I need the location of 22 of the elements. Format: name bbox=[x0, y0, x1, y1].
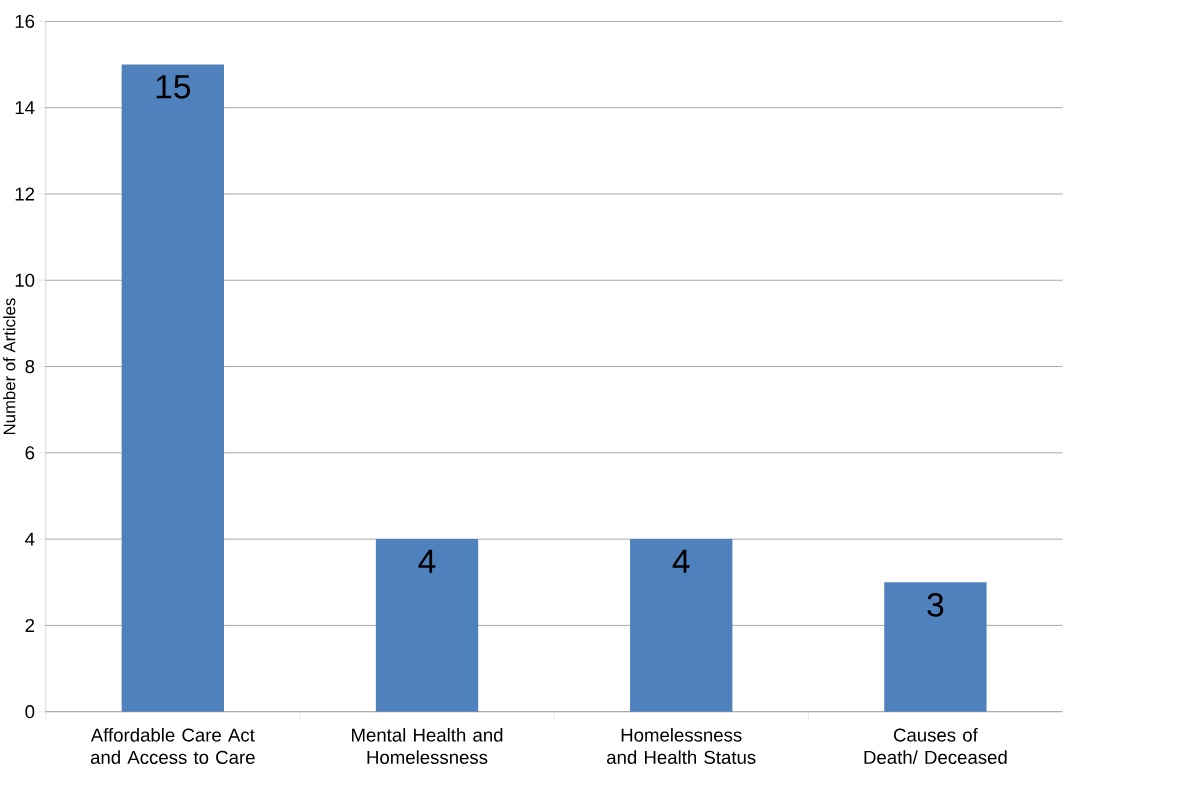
y-tick-label: 6 bbox=[25, 446, 35, 460]
data-label: 4 bbox=[418, 549, 436, 573]
y-tick-label: 14 bbox=[15, 101, 35, 115]
y-tick-label: 10 bbox=[15, 273, 35, 287]
y-axis-title: Number of Articles bbox=[3, 298, 16, 435]
data-label: 15 bbox=[156, 75, 191, 99]
x-tick-label: Homelessness and Health Status bbox=[607, 728, 756, 765]
y-tick-label: 0 bbox=[25, 705, 35, 719]
bar bbox=[375, 539, 479, 712]
y-tick-label: 4 bbox=[25, 532, 35, 546]
y-tick-label: 2 bbox=[25, 619, 35, 633]
x-tick-label: Causes of Death/ Deceased bbox=[864, 728, 1007, 765]
y-tick-label: 16 bbox=[15, 14, 35, 29]
bar bbox=[884, 582, 987, 712]
data-label: 4 bbox=[672, 549, 690, 573]
x-tick-label: Affordable Care Act and Access to Care bbox=[90, 728, 255, 765]
y-tick-label: 8 bbox=[25, 360, 35, 374]
y-tick-label: 12 bbox=[15, 187, 35, 201]
data-label: 3 bbox=[927, 593, 944, 617]
x-tick-label: Mental Health and Homelessness bbox=[352, 728, 503, 765]
bar bbox=[121, 64, 224, 712]
bar bbox=[630, 539, 733, 712]
